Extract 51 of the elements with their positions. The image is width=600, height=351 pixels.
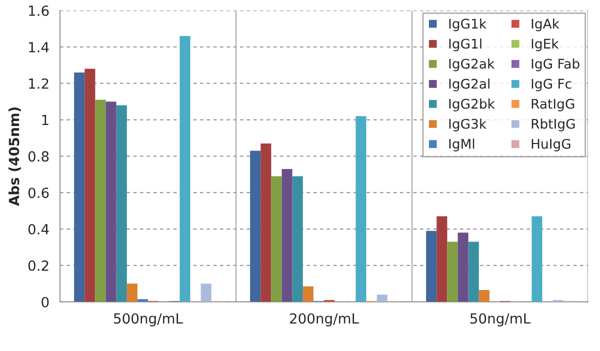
bar <box>302 286 314 302</box>
x-tick-label: 50ng/mL <box>470 313 531 326</box>
bar <box>376 294 388 302</box>
bar <box>250 150 261 302</box>
bar <box>468 242 479 302</box>
bar <box>116 105 127 302</box>
legend-label: IgAk <box>532 18 560 32</box>
bar <box>95 100 106 302</box>
y-tick-label: 0.6 <box>28 188 49 198</box>
y-tick-label: 1.2 <box>29 78 48 89</box>
legend-label: IgG2bk <box>449 98 495 112</box>
bar <box>436 216 448 302</box>
bar <box>426 230 437 302</box>
bar <box>478 290 490 302</box>
y-tick-label: 1.4 <box>29 42 49 52</box>
legend-label: IgG1k <box>449 18 487 32</box>
legend-label: HuIgG <box>532 138 570 152</box>
bar <box>84 68 96 302</box>
y-tick-label: 1.6 <box>29 6 49 16</box>
legend-label: RatIgG <box>532 98 574 112</box>
bar <box>137 299 148 302</box>
bar <box>126 284 138 302</box>
legend-label: IgEk <box>532 38 559 52</box>
bar <box>458 232 468 302</box>
bar <box>74 72 85 302</box>
y-tick-label: 0.8 <box>28 151 49 162</box>
x-tick-label: 200ng/mL <box>290 313 359 326</box>
legend-label: IgG1l <box>449 38 482 52</box>
x-tick-label: 500ng/mL <box>114 313 183 326</box>
y-tick-label: 0.2 <box>28 260 48 271</box>
bar <box>282 168 292 302</box>
bar <box>292 176 303 302</box>
bar <box>200 284 212 302</box>
bar <box>532 216 542 302</box>
legend-label: IgG2al <box>449 78 490 92</box>
bar <box>180 36 190 302</box>
y-tick-label: 0 <box>42 296 49 308</box>
y-axis-title: Abs (405nm) <box>8 107 21 206</box>
legend-label: IgG Fab <box>532 58 580 72</box>
bar <box>106 102 116 302</box>
bar <box>447 242 458 302</box>
bar <box>260 143 272 302</box>
legend-label: IgG Fc <box>532 78 572 92</box>
bar <box>271 176 282 302</box>
legend-label: IgG3k <box>449 118 487 132</box>
legend-label: IgMl <box>449 138 474 152</box>
y-tick-label: 1 <box>42 114 48 126</box>
y-tick-label: 0.4 <box>28 224 49 234</box>
legend-label: RbtIgG <box>532 118 575 132</box>
bar <box>356 116 366 302</box>
legend-label: IgG2ak <box>449 58 495 72</box>
